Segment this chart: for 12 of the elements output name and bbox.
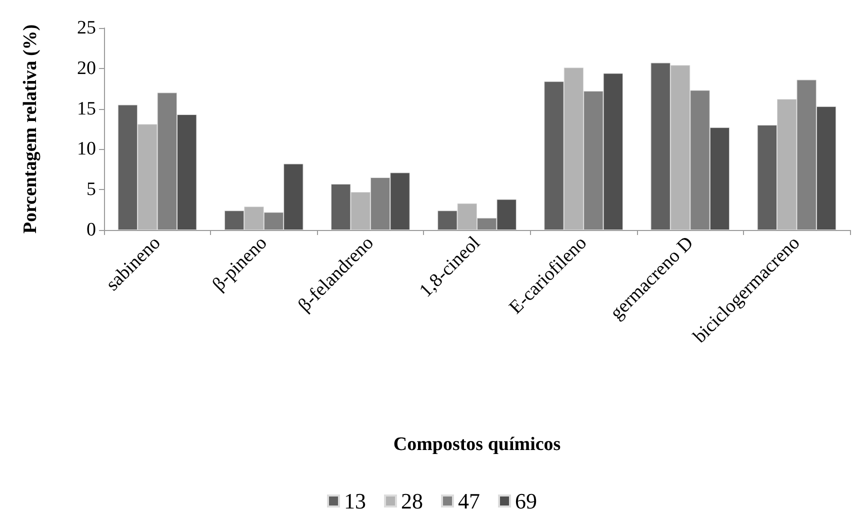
legend-label: 47 <box>458 488 480 514</box>
legend-label: 13 <box>344 488 366 514</box>
legend-label: 69 <box>515 488 537 514</box>
y-tick-label: 20 <box>77 58 96 79</box>
y-tick-label: 15 <box>77 98 96 120</box>
y-tick-label: 0 <box>86 220 96 240</box>
y-tick-label: 10 <box>77 138 96 160</box>
y-tick-label: 5 <box>86 179 96 200</box>
y-tick-label: 25 <box>77 18 96 38</box>
x-axis-title: Compostos químicos <box>393 434 561 455</box>
y-axis-title: Porcentagem relativa (%) <box>20 24 41 234</box>
legend-label: 28 <box>401 488 423 514</box>
